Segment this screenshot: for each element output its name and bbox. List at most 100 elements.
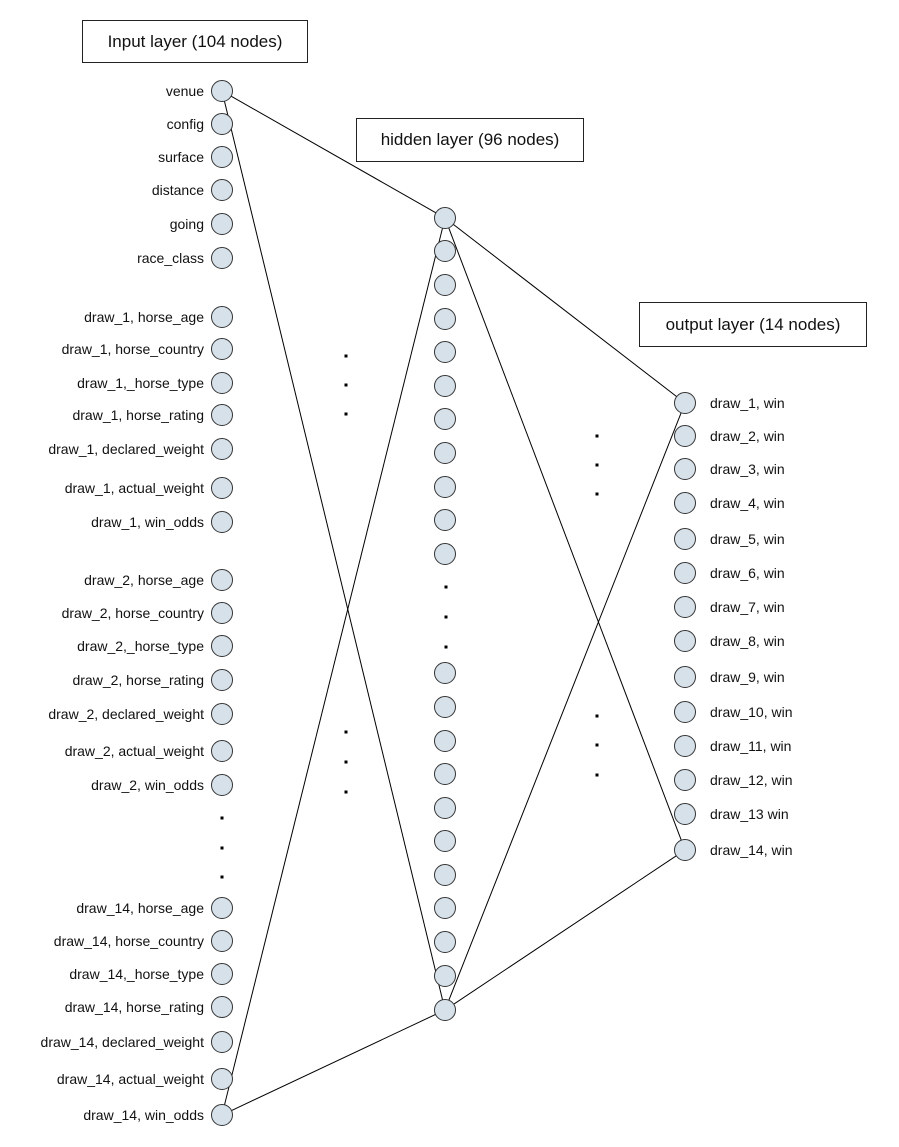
ellipsis-dot	[344, 354, 348, 358]
input-node-label: draw_2, actual_weight	[65, 743, 204, 759]
connection-line	[223, 101, 444, 1000]
input-node	[211, 372, 233, 394]
hidden-node	[434, 375, 456, 397]
input-node-label: draw_14, declared_weight	[41, 1034, 205, 1050]
input-node-label: draw_2,_horse_type	[77, 638, 204, 654]
input-node	[211, 963, 233, 985]
ellipsis-dot	[595, 463, 599, 467]
input-node	[211, 179, 233, 201]
ellipsis-dot	[344, 730, 348, 734]
ellipsis-dot	[220, 846, 224, 850]
output-node-label: draw_8, win	[710, 633, 785, 649]
hidden-node	[434, 897, 456, 919]
output-node-label: draw_9, win	[710, 669, 785, 685]
ellipsis-group	[220, 354, 599, 879]
input-node-label: draw_14, actual_weight	[57, 1071, 204, 1087]
input-node	[211, 1068, 233, 1090]
hidden-node	[434, 931, 456, 953]
input-node	[211, 897, 233, 919]
input-node	[211, 703, 233, 725]
hidden-node	[434, 730, 456, 752]
hidden-node	[434, 965, 456, 987]
input-node-label: draw_14, win_odds	[83, 1107, 204, 1123]
ellipsis-dot	[595, 434, 599, 438]
output-node	[674, 803, 696, 825]
hidden-node	[434, 543, 456, 565]
output-node-label: draw_14, win	[710, 842, 793, 858]
input-node	[211, 213, 233, 235]
hidden-node	[434, 240, 456, 262]
input-node-label: draw_2, horse_rating	[72, 672, 204, 688]
input-node	[211, 635, 233, 657]
ellipsis-dot	[344, 760, 348, 764]
ellipsis-dot	[344, 790, 348, 794]
output-node	[674, 392, 696, 414]
ellipsis-dot	[595, 743, 599, 747]
edges-group	[223, 95, 682, 1111]
ellipsis-dot	[344, 412, 348, 416]
input-node	[211, 511, 233, 533]
ellipsis-dot	[595, 773, 599, 777]
output-node-label: draw_13 win	[710, 806, 789, 822]
output-node	[674, 769, 696, 791]
input-node-label: draw_2, horse_country	[62, 605, 204, 621]
hidden-node	[434, 696, 456, 718]
hidden-node	[434, 662, 456, 684]
output-node-label: draw_1, win	[710, 395, 785, 411]
output-node	[674, 735, 696, 757]
input-node-label: venue	[166, 83, 204, 99]
output-node-label: draw_10, win	[710, 704, 793, 720]
input-node-label: draw_1, win_odds	[91, 514, 204, 530]
input-node-label: distance	[152, 182, 204, 198]
output-node-label: draw_7, win	[710, 599, 785, 615]
input-layer: venue config surface distance going race_clas…	[41, 80, 233, 1126]
output-node	[674, 596, 696, 618]
output-node-label: draw_12, win	[710, 772, 793, 788]
input-node-label: draw_14,_horse_type	[69, 966, 204, 982]
hidden-node	[434, 207, 456, 229]
ellipsis-dot	[595, 492, 599, 496]
input-node-label: draw_1, declared_weight	[48, 441, 204, 457]
input-node	[211, 404, 233, 426]
input-node-label: surface	[158, 149, 204, 165]
hidden-node	[434, 442, 456, 464]
input-node-label: draw_1, horse_country	[62, 341, 204, 357]
ellipsis-dot	[595, 714, 599, 718]
hidden-node	[434, 797, 456, 819]
hidden-node	[434, 274, 456, 296]
input-node-label: draw_1,_horse_type	[77, 375, 204, 391]
input-node	[211, 669, 233, 691]
ellipsis-dot	[444, 645, 448, 649]
output-node	[674, 701, 696, 723]
output-node-label: draw_5, win	[710, 531, 785, 547]
hidden-node	[434, 341, 456, 363]
hidden-layer	[434, 207, 456, 1021]
input-node-label: draw_2, horse_age	[84, 572, 204, 588]
input-node-label: draw_14, horse_country	[54, 933, 204, 949]
output-node-label: draw_11, win	[710, 738, 791, 754]
input-node	[211, 569, 233, 591]
output-node-label: draw_2, win	[710, 428, 785, 444]
connection-line	[453, 224, 677, 397]
hidden-node	[434, 999, 456, 1021]
input-node	[211, 80, 233, 102]
input-node-label: draw_14, horse_rating	[65, 999, 204, 1015]
hidden-layer-title: hidden layer (96 nodes)	[356, 118, 584, 162]
ellipsis-dot	[444, 615, 448, 619]
input-node	[211, 338, 233, 360]
input-node	[211, 930, 233, 952]
ellipsis-dot	[444, 585, 448, 589]
input-node	[211, 477, 233, 499]
connection-line	[231, 1014, 436, 1111]
output-node-label: draw_3, win	[710, 461, 785, 477]
output-node	[674, 630, 696, 652]
hidden-node	[434, 408, 456, 430]
connection-line	[448, 227, 682, 841]
input-node	[211, 146, 233, 168]
hidden-node	[434, 476, 456, 498]
ellipsis-dot	[220, 816, 224, 820]
input-node-label: race_class	[137, 250, 204, 266]
output-node-label: draw_4, win	[710, 495, 785, 511]
hidden-node	[434, 509, 456, 531]
ellipsis-dot	[344, 383, 348, 387]
